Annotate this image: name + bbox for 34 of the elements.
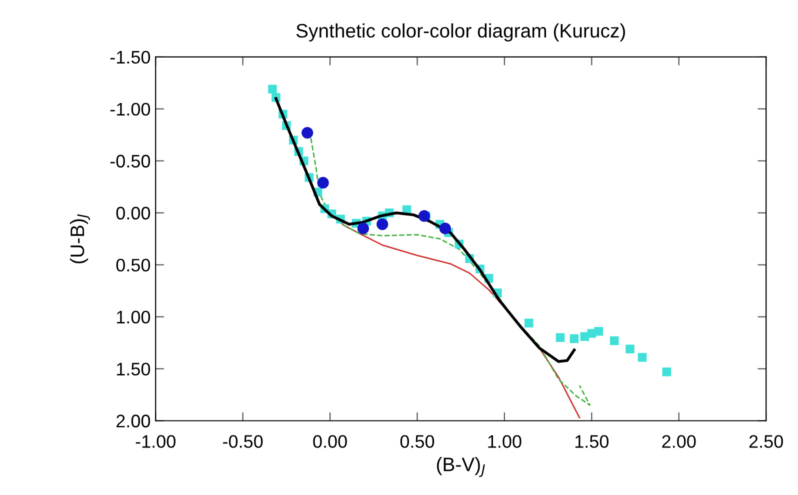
point xyxy=(610,336,619,346)
point xyxy=(357,222,369,234)
x-tick-label: 0.50 xyxy=(400,435,434,448)
point xyxy=(376,218,388,230)
x-tick-label: 1.00 xyxy=(488,435,522,448)
x-axis-title: (B-V)$_{J}$ xyxy=(436,457,485,478)
x-tick-label: 2.50 xyxy=(749,435,783,448)
y-tick-label: -1.50 xyxy=(110,50,150,64)
y-tick-label: -1.00 xyxy=(110,102,150,116)
y-tick-label: -0.50 xyxy=(110,154,150,168)
y-tick-label: 1.50 xyxy=(116,362,150,376)
chart-title: Synthetic color-color diagram (Kurucz) xyxy=(296,23,625,42)
x-tick-label: -1.00 xyxy=(136,435,176,448)
y-axis-title: (U-B)$_{J}$ xyxy=(70,214,90,264)
point xyxy=(317,176,329,189)
y-tick-label: 0.00 xyxy=(116,206,150,220)
point xyxy=(556,333,565,342)
point xyxy=(570,334,579,344)
y-tick-label: 2.00 xyxy=(116,414,150,428)
x-tick-label: 0.00 xyxy=(313,435,347,448)
point xyxy=(524,318,534,328)
point xyxy=(662,368,672,376)
x-tick-label: 1.50 xyxy=(575,435,609,448)
point xyxy=(418,210,430,222)
point xyxy=(268,84,277,94)
y-tick-label: 0.50 xyxy=(116,258,150,272)
x-tick-label: -0.50 xyxy=(223,435,263,448)
point xyxy=(626,344,634,354)
point xyxy=(302,127,314,139)
y-tick-label: 1.00 xyxy=(116,310,150,324)
point xyxy=(439,222,451,234)
x-tick-label: 2.00 xyxy=(662,435,696,448)
point xyxy=(594,326,604,336)
point xyxy=(638,352,647,362)
